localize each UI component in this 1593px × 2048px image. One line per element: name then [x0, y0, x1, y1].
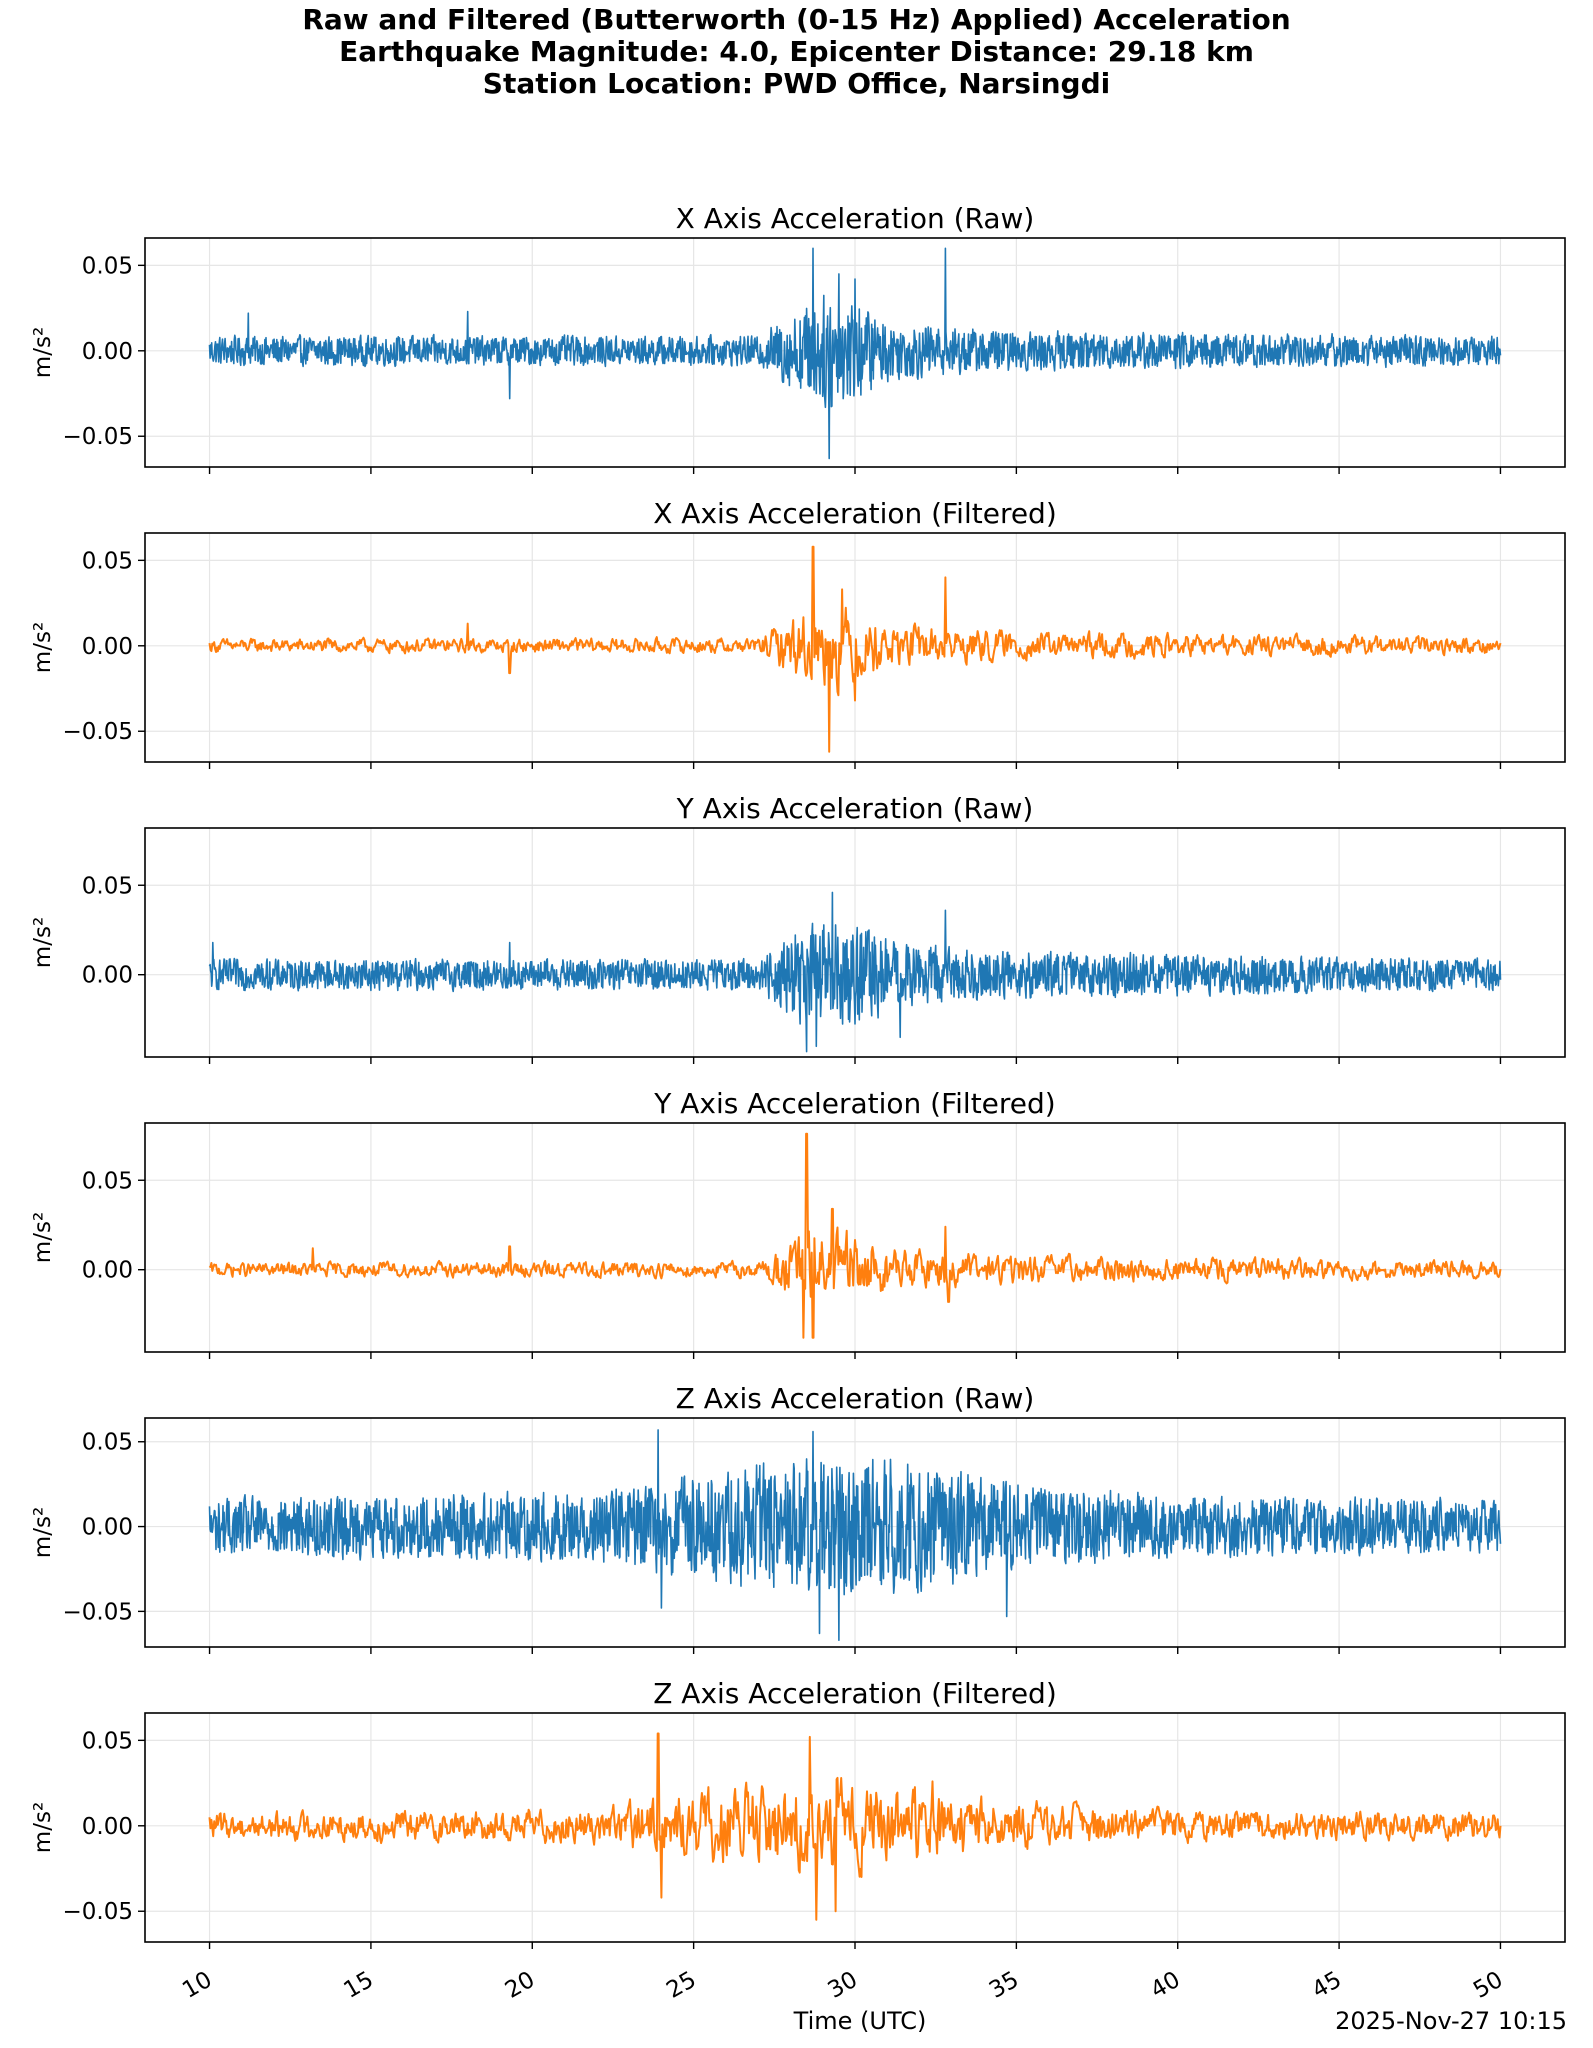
subplot-title: X Axis Acceleration (Raw)	[676, 202, 1035, 235]
y-tick-label: 0.00	[82, 1258, 133, 1284]
y-tick-label: 0.00	[82, 1814, 133, 1840]
x-tick-label: 30	[824, 1967, 862, 2004]
subplot-title: X Axis Acceleration (Filtered)	[653, 497, 1057, 530]
y-tick-label: 0.05	[82, 1430, 133, 1456]
y-axis-label: m/s²	[30, 1212, 56, 1263]
series-line-filtered	[208, 1732, 1502, 1921]
subplot-5: −0.05 0.00 0.05 Z Axis Acceleration (Raw) m/…	[30, 1382, 1566, 1654]
series-line-filtered	[208, 545, 1502, 753]
subplot-title: Y Axis Acceleration (Raw)	[676, 792, 1034, 825]
figure-title-line-2: Earthquake Magnitude: 4.0, Epicenter Dis…	[339, 35, 1254, 68]
subplot-title: Z Axis Acceleration (Raw)	[676, 1382, 1035, 1415]
subplot-title: Z Axis Acceleration (Filtered)	[653, 1677, 1057, 1710]
y-tick-label: −0.05	[63, 1899, 133, 1925]
y-axis-label: m/s²	[30, 622, 56, 673]
figure-title: Raw and Filtered (Butterworth (0-15 Hz) …	[0, 4, 1593, 100]
subplot-6: −0.05 0.00 0.05 Z Axis Acceleration (Filter…	[30, 1677, 1566, 2004]
y-tick-label: 0.05	[82, 548, 133, 574]
y-tick-label: 0.00	[82, 634, 133, 660]
figure-title-line-3: Station Location: PWD Office, Narsingdi	[482, 67, 1111, 100]
y-tick-label: 0.00	[82, 1515, 133, 1541]
y-axis-label: m/s²	[30, 1802, 56, 1853]
y-tick-label: −0.05	[63, 424, 133, 450]
y-axis-label: m/s²	[30, 1507, 56, 1558]
subplot-2: −0.05 0.00 0.05 X Axis Acceleration (Filter…	[30, 497, 1566, 769]
x-tick-label: 10	[178, 1967, 216, 2004]
date-offset-label: 2025-Nov-27 10:15	[1335, 2007, 1567, 2035]
series-line-raw	[208, 247, 1502, 460]
subplot-1: −0.05 0.00 0.05 X Axis Acceleration (Raw) m/…	[30, 202, 1566, 474]
series-line-raw	[208, 1429, 1502, 1641]
x-axis-label: Time (UTC)	[793, 2007, 927, 2035]
x-tick-label: 20	[501, 1967, 539, 2004]
y-tick-label: 0.05	[82, 1728, 133, 1754]
y-tick-label: 0.05	[82, 253, 133, 279]
x-tick-label: 15	[340, 1967, 378, 2004]
y-tick-label: 0.05	[82, 873, 133, 899]
subplot-4: 0.00 0.05 Y Axis Acceleration (Filtered) m/…	[30, 1087, 1566, 1359]
figure-title-line-1: Raw and Filtered (Butterworth (0-15 Hz) …	[302, 3, 1291, 36]
y-tick-label: −0.05	[63, 1599, 133, 1625]
x-tick-label: 45	[1308, 1967, 1346, 2004]
series-line-raw	[208, 891, 1502, 1053]
y-tick-label: 0.00	[82, 963, 133, 989]
subplot-title: Y Axis Acceleration (Filtered)	[653, 1087, 1055, 1120]
y-axis-label: m/s²	[30, 327, 56, 378]
y-tick-label: −0.05	[63, 719, 133, 745]
y-tick-label: 0.05	[82, 1168, 133, 1194]
x-tick-label: 35	[985, 1967, 1023, 2004]
y-tick-label: 0.00	[82, 339, 133, 365]
x-tick-label: 50	[1469, 1967, 1507, 2004]
y-axis-label: m/s²	[30, 917, 56, 968]
subplot-3: 0.00 0.05 Y Axis Acceleration (Raw) m/s²	[30, 792, 1566, 1064]
x-tick-label: 25	[662, 1967, 700, 2004]
x-tick-label: 40	[1146, 1967, 1184, 2004]
series-line-filtered	[208, 1132, 1502, 1339]
